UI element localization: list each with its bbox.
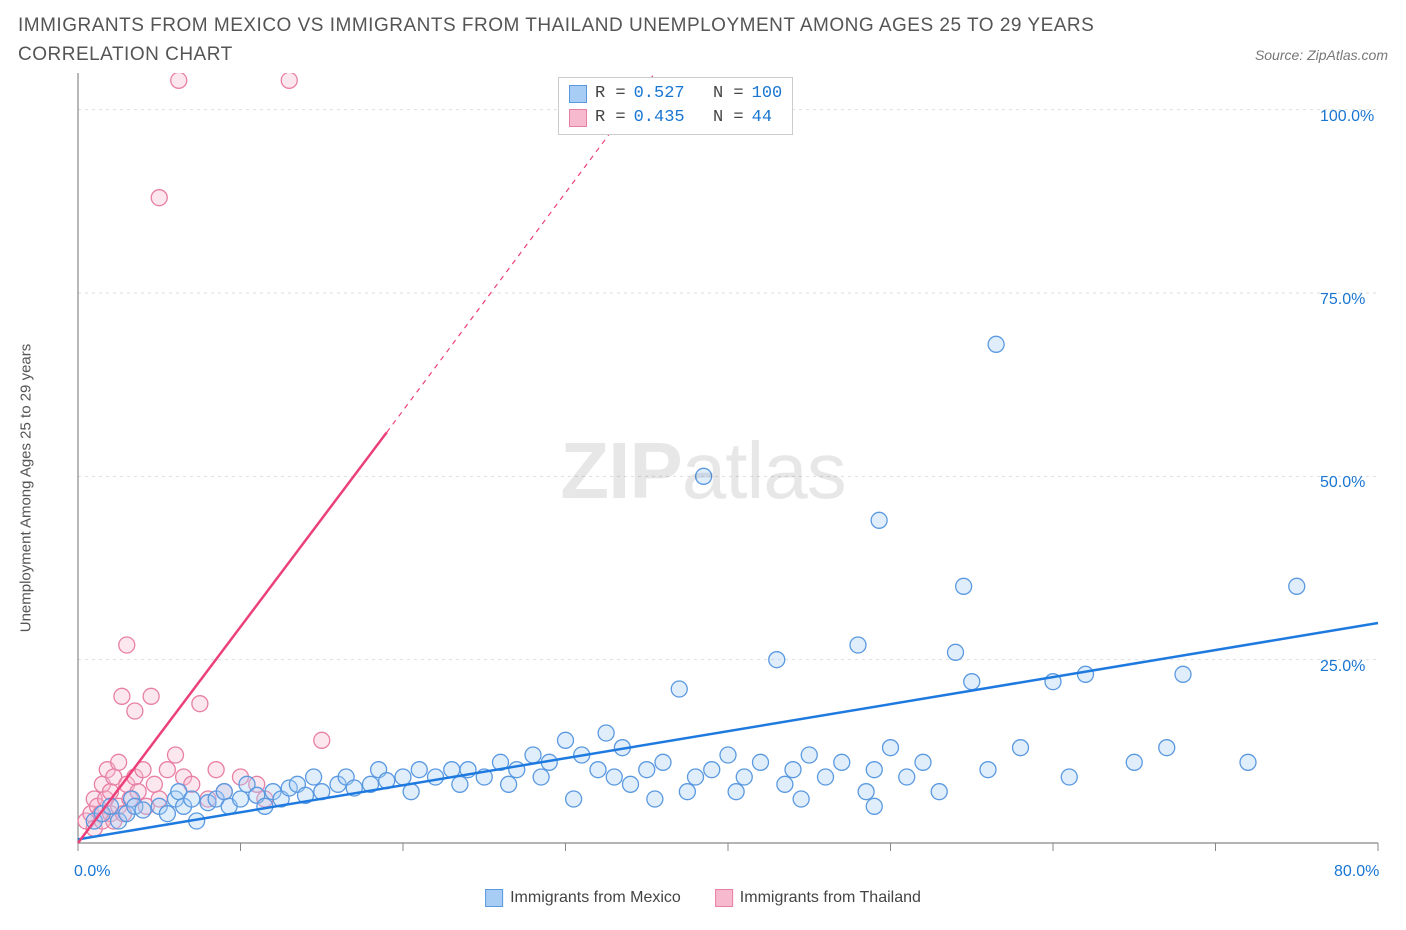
x-tick-label: 80.0% [1334,863,1379,881]
swatch-icon [485,889,503,907]
y-tick-label: 50.0% [1320,474,1365,492]
swatch-thailand [569,109,587,127]
bottom-legend: Immigrants from Mexico Immigrants from T… [485,889,921,907]
legend-label: Immigrants from Mexico [510,889,681,907]
chart-title: IMMIGRANTS FROM MEXICO VS IMMIGRANTS FRO… [18,12,1138,69]
scatter-plot [18,73,1388,893]
source-label: Source: ZipAtlas.com [1255,47,1388,69]
legend-item-thailand: Immigrants from Thailand [715,889,921,907]
legend-label: Immigrants from Thailand [740,889,921,907]
y-tick-label: 25.0% [1320,658,1365,676]
y-tick-label: 100.0% [1320,108,1374,126]
stats-row-mexico: R = 0.527 N = 100 [569,82,782,106]
swatch-mexico [569,85,587,103]
legend-item-mexico: Immigrants from Mexico [485,889,681,907]
swatch-icon [715,889,733,907]
stats-legend: R = 0.527 N = 100 R = 0.435 N = 44 [558,77,793,135]
x-tick-label: 0.0% [74,863,110,881]
stats-row-thailand: R = 0.435 N = 44 [569,106,782,130]
y-tick-label: 75.0% [1320,291,1365,309]
chart-container: Unemployment Among Ages 25 to 29 years Z… [18,73,1388,903]
